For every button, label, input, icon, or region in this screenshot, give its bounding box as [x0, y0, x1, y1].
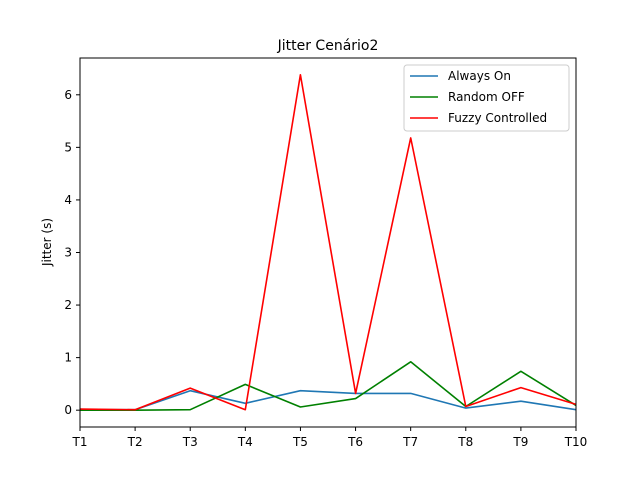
x-tick-label: T8: [457, 435, 473, 449]
y-tick-label: 2: [64, 298, 72, 312]
y-tick-label: 3: [64, 245, 72, 259]
y-axis-label: Jitter (s): [40, 218, 54, 267]
series-line-fuzzy-controlled: [79, 74, 577, 411]
y-tick-label: 1: [64, 351, 72, 365]
x-tick-label: T2: [127, 435, 143, 449]
series-lines: [79, 74, 577, 412]
x-axis: T1 T2 T3 T4 T5 T6 T7 T8 T9 T10: [72, 427, 588, 449]
x-tick-label: T6: [347, 435, 363, 449]
legend-box: [403, 64, 570, 132]
plot-frame: [79, 57, 577, 428]
legend: Always On Random OFF Fuzzy Controlled: [403, 64, 570, 132]
x-tick-label: T10: [564, 435, 588, 449]
x-tick-label: T1: [72, 435, 88, 449]
x-tick-label: T3: [182, 435, 198, 449]
y-tick-label: 0: [64, 403, 72, 417]
series-line-random-off: [80, 360, 577, 412]
x-tick-label: T7: [402, 435, 418, 449]
x-tick-label: T5: [292, 435, 308, 449]
y-tick-label: 5: [64, 140, 72, 154]
legend-label: Fuzzy Controlled: [448, 111, 547, 125]
chart-title: Jitter Cenário2: [277, 38, 379, 54]
y-tick-label: 4: [64, 193, 72, 207]
x-tick-label: T9: [512, 435, 528, 449]
y-axis: 0 1 2 3 4 5 6: [64, 88, 80, 417]
series-line-always-on: [80, 389, 577, 411]
legend-label: Random OFF: [448, 90, 525, 104]
y-tick-label: 6: [64, 88, 72, 102]
x-tick-label: T4: [237, 435, 253, 449]
legend-label: Always On: [448, 69, 511, 83]
